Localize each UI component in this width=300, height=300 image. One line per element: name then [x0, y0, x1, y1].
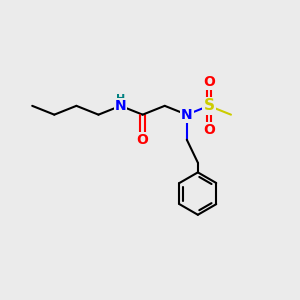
Text: S: S — [203, 98, 214, 113]
Text: H: H — [116, 94, 125, 104]
Text: O: O — [137, 133, 148, 147]
Text: N: N — [115, 99, 126, 113]
Text: O: O — [203, 123, 215, 137]
Text: N: N — [181, 108, 193, 122]
Text: O: O — [203, 75, 215, 89]
